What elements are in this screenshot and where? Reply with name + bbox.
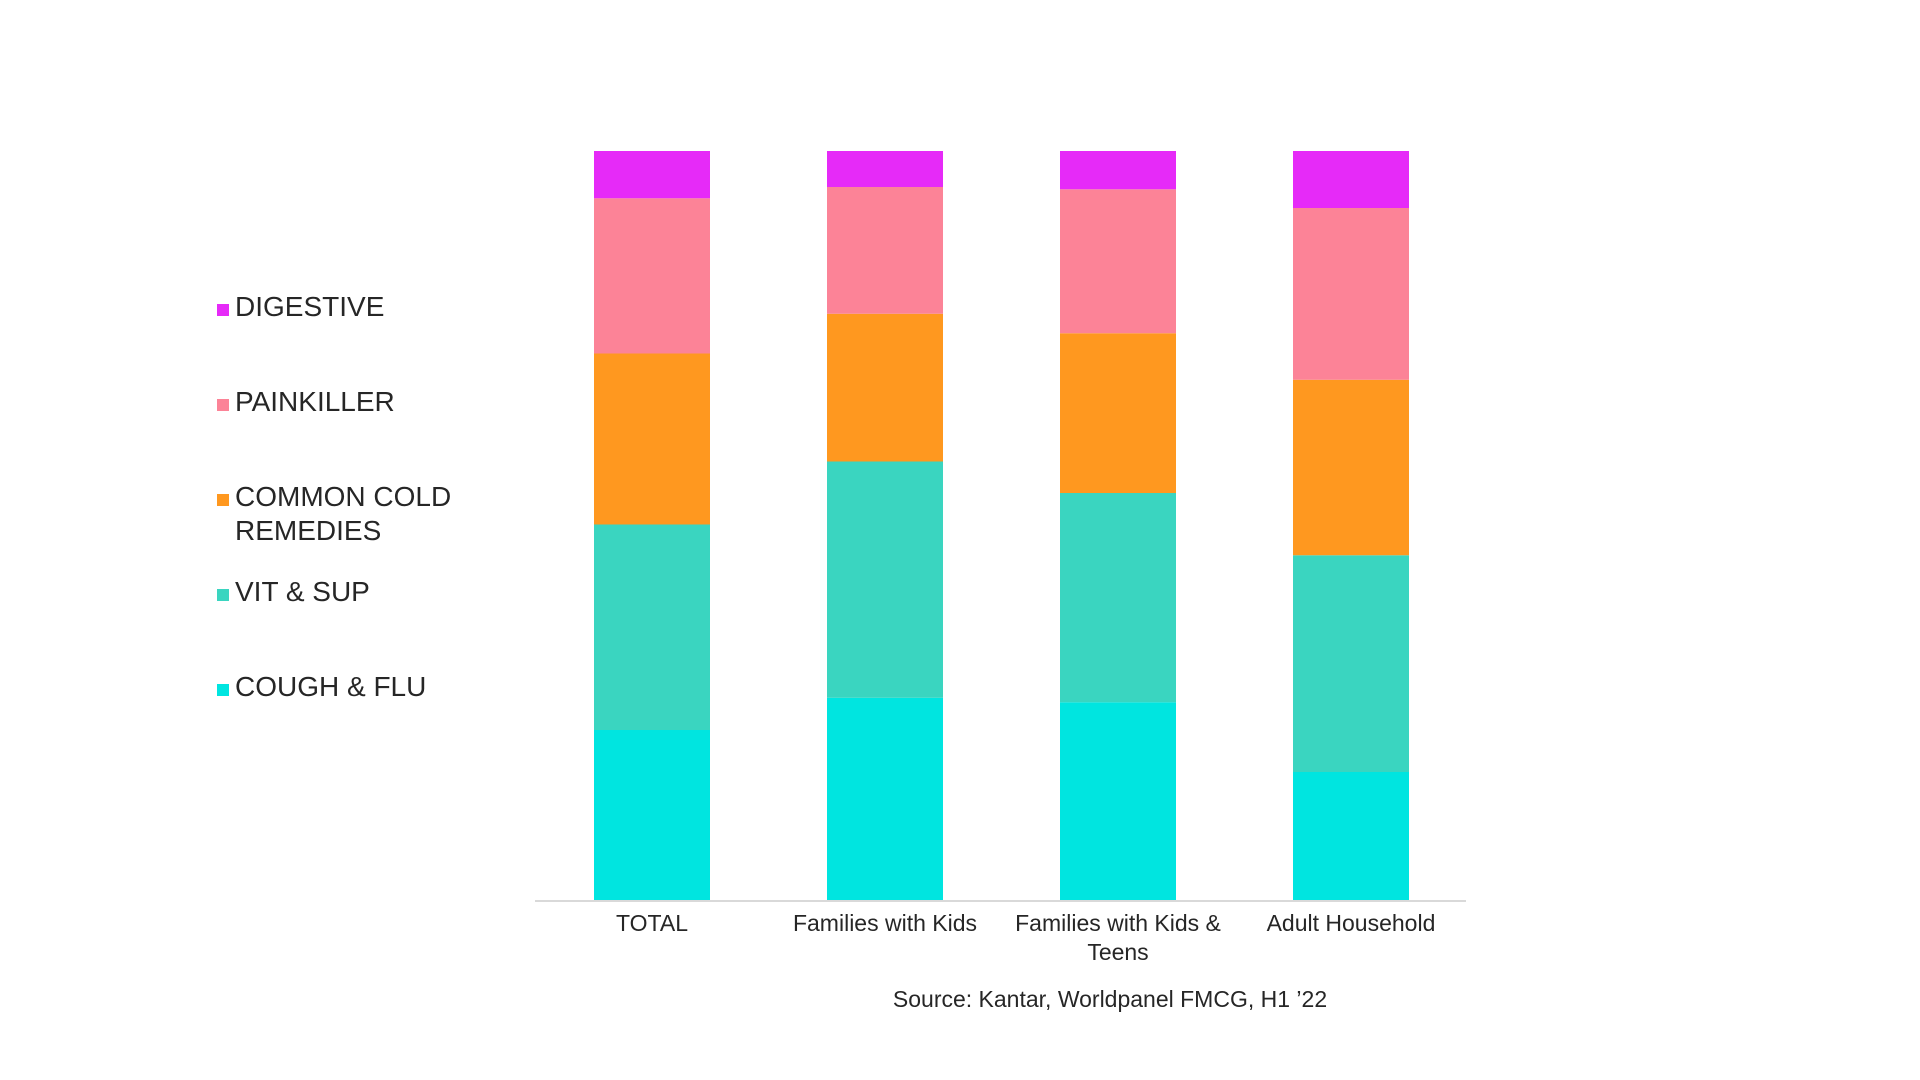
bar-segment-cough-flu-2 <box>1060 702 1176 901</box>
legend-label: COUGH & FLU <box>235 671 427 702</box>
category-label-3: Adult Household <box>1267 910 1436 936</box>
category-label-1: Families with Kids <box>793 910 977 936</box>
legend-item-digestive: DIGESTIVE <box>217 290 485 324</box>
bar-segment-digestive-1 <box>827 151 943 187</box>
legend-label: COMMON COLD REMEDIES <box>235 481 452 546</box>
bars-group <box>594 151 1409 901</box>
bar-segment-vit-sup-0 <box>594 524 710 730</box>
bar-segment-painkiller-1 <box>827 187 943 314</box>
legend-swatch <box>217 589 229 601</box>
category-label-2: Families with Kids & Teens <box>1015 910 1221 965</box>
legend-swatch <box>217 494 229 506</box>
bar-segment-vit-sup-1 <box>827 461 943 698</box>
legend-swatch <box>217 304 229 316</box>
category-label-0: TOTAL <box>616 910 688 936</box>
bar-segment-common-cold-remedies-0 <box>594 353 710 525</box>
legend-swatch <box>217 684 229 696</box>
legend-label: VIT & SUP <box>235 576 370 607</box>
legend-item-cough-flu: COUGH & FLU <box>217 670 485 704</box>
legend-item-vit-sup: VIT & SUP <box>217 575 485 609</box>
bar-segment-painkiller-3 <box>1293 208 1409 380</box>
bar-segment-digestive-0 <box>594 151 710 199</box>
bar-segment-digestive-2 <box>1060 151 1176 190</box>
legend-label: PAINKILLER <box>235 386 395 417</box>
legend-swatch <box>217 399 229 411</box>
bar-segment-digestive-3 <box>1293 151 1409 208</box>
bar-segment-painkiller-0 <box>594 198 710 354</box>
bar-segment-vit-sup-2 <box>1060 493 1176 703</box>
bar-segment-common-cold-remedies-2 <box>1060 333 1176 493</box>
category-labels: TOTAL Families with Kids Families with Kid… <box>616 910 1435 965</box>
bar-segment-common-cold-remedies-3 <box>1293 379 1409 556</box>
legend-label: DIGESTIVE <box>235 291 385 322</box>
legend-item-painkiller: PAINKILLER <box>217 385 485 419</box>
bar-segment-common-cold-remedies-1 <box>827 313 943 462</box>
bar-segment-cough-flu-3 <box>1293 772 1409 901</box>
bar-segment-vit-sup-3 <box>1293 555 1409 772</box>
legend-item-common-cold-remedies: COMMON COLD REMEDIES <box>217 480 485 548</box>
bar-segment-cough-flu-1 <box>827 697 943 901</box>
bar-segment-cough-flu-0 <box>594 730 710 901</box>
bar-segment-painkiller-2 <box>1060 189 1176 334</box>
source-note: Source: Kantar, Worldpanel FMCG, H1 ’22 <box>892 986 1328 1012</box>
